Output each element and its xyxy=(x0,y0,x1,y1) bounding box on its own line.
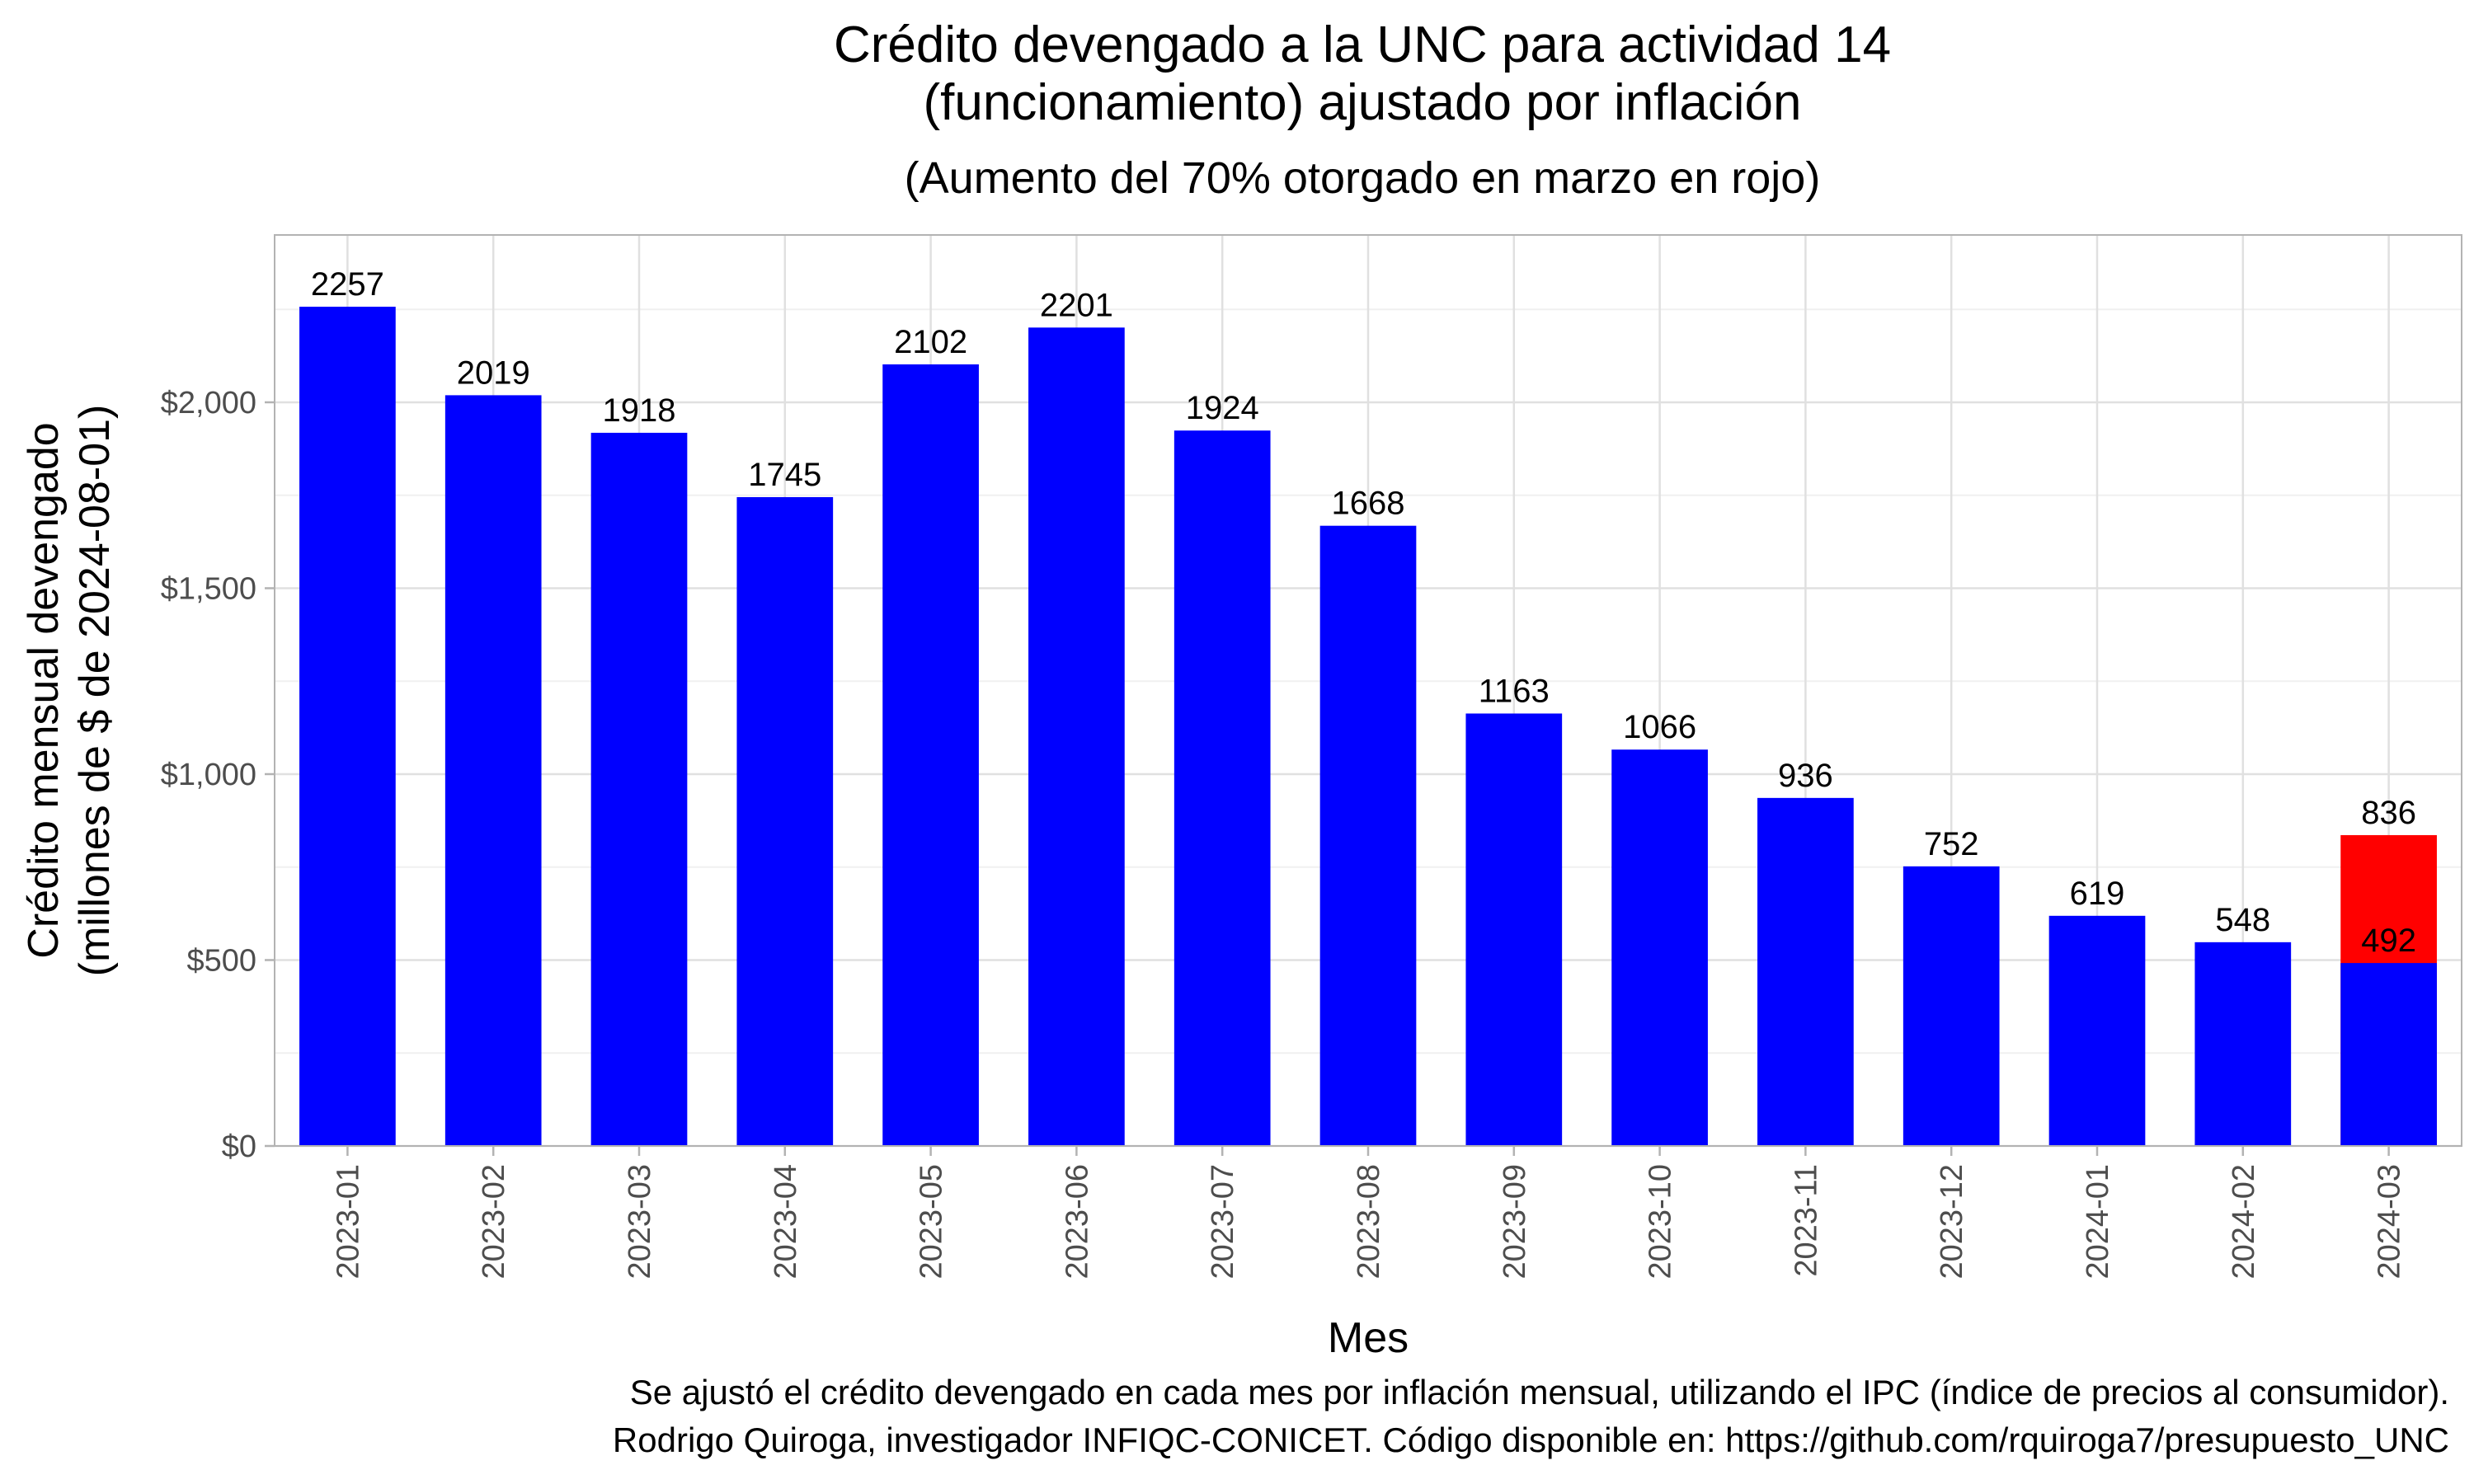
bar-label-2023-04: 1745 xyxy=(748,457,821,493)
x-tick-label-2023-10: 2023-10 xyxy=(1644,1164,1678,1279)
x-tick-label-2023-08: 2023-08 xyxy=(1352,1164,1386,1279)
bar-2024-02 xyxy=(2194,942,2292,1146)
bar-2023-07 xyxy=(1174,430,1271,1146)
bar-2023-10 xyxy=(1611,749,1708,1146)
bar-label-2023-05: 2102 xyxy=(894,324,967,360)
x-tick-label-2024-03: 2024-03 xyxy=(2373,1164,2407,1279)
bar-2023-03 xyxy=(590,432,688,1146)
bar-2023-08 xyxy=(1319,525,1417,1146)
bar-label-2023-02: 2019 xyxy=(457,355,530,391)
y-axis: $0 $500 $1,000 $1,500 $2,000 xyxy=(161,386,275,1164)
x-axis-title: Mes xyxy=(1328,1314,1409,1362)
bar-label-2023-12: 752 xyxy=(1924,826,1979,862)
x-tick-label-2023-02: 2023-02 xyxy=(477,1164,511,1279)
bar-label-2023-11: 936 xyxy=(1778,758,1833,794)
bar-label-2023-06: 2201 xyxy=(1040,287,1113,323)
bar-2023-09 xyxy=(1465,713,1563,1146)
bar-2024-03 xyxy=(2340,963,2437,1146)
bar-2023-11 xyxy=(1757,797,1854,1146)
bar-label-2024-03-increase: 836 xyxy=(2361,795,2416,831)
chart-subtitle: (Aumento del 70% otorgado en marzo en ro… xyxy=(904,153,1821,203)
y-tick-label: $0 xyxy=(222,1129,256,1164)
x-tick-label-2023-09: 2023-09 xyxy=(1498,1164,1532,1279)
y-tick-label: $1,500 xyxy=(161,571,256,606)
x-axis: 2023-01 2023-02 2023-03 2023-04 2023-05 2023-… xyxy=(331,1146,2407,1279)
bar-value-labels: 2257 2019 1918 1745 2102 2201 1924 1668 1163 1066… xyxy=(311,266,2416,959)
y-tick-label: $2,000 xyxy=(161,386,256,420)
x-tick-label-2023-07: 2023-07 xyxy=(1206,1164,1240,1279)
y-tick-label: $500 xyxy=(186,943,256,978)
bar-label-2023-07: 1924 xyxy=(1186,390,1259,426)
chart-title-line-1: Crédito devengado a la UNC para activida… xyxy=(833,16,1892,73)
x-tick-label-2023-11: 2023-11 xyxy=(1789,1164,1823,1277)
bar-2023-06 xyxy=(1028,327,1125,1146)
x-tick-label-2023-01: 2023-01 xyxy=(331,1164,365,1279)
bar-2024-01 xyxy=(2048,915,2146,1146)
bar-label-2023-01: 2257 xyxy=(311,266,384,303)
bar-label-2024-01: 619 xyxy=(2070,876,2125,912)
x-tick-label-2024-02: 2024-02 xyxy=(2227,1164,2261,1279)
bar-2023-04 xyxy=(736,496,834,1146)
caption-line-2: Rodrigo Quiroga, investigador INFIQC-CON… xyxy=(612,1421,2449,1459)
y-axis-title-line-2: (millones de $ de 2024-08-01) xyxy=(71,405,119,977)
bar-label-2023-08: 1668 xyxy=(1332,486,1405,522)
bar-2023-12 xyxy=(1903,866,2000,1146)
chart-title-line-2: (funcionamiento) ajustado por inflación xyxy=(923,74,1802,131)
bars xyxy=(299,307,2437,1147)
bar-label-2023-10: 1066 xyxy=(1623,709,1696,745)
bar-2023-02 xyxy=(444,395,542,1147)
bar-2023-01 xyxy=(299,307,396,1146)
x-tick-label-2023-04: 2023-04 xyxy=(769,1164,803,1279)
x-tick-label-2023-06: 2023-06 xyxy=(1060,1164,1094,1279)
y-tick-label: $1,000 xyxy=(161,758,256,792)
x-tick-label-2023-12: 2023-12 xyxy=(1935,1164,1969,1279)
x-tick-label-2023-05: 2023-05 xyxy=(915,1164,949,1279)
y-axis-title-line-1: Crédito mensual devengado xyxy=(20,422,68,958)
bar-2023-05 xyxy=(882,364,979,1147)
x-tick-label-2023-03: 2023-03 xyxy=(623,1164,657,1279)
x-tick-label-2024-01: 2024-01 xyxy=(2081,1164,2115,1279)
bar-label-2024-02: 548 xyxy=(2215,902,2270,938)
bar-label-2024-03: 492 xyxy=(2361,923,2416,959)
caption-line-1: Se ajustó el crédito devengado en cada m… xyxy=(629,1373,2449,1411)
bar-label-2023-09: 1163 xyxy=(1479,673,1550,709)
bar-label-2023-03: 1918 xyxy=(603,392,676,429)
